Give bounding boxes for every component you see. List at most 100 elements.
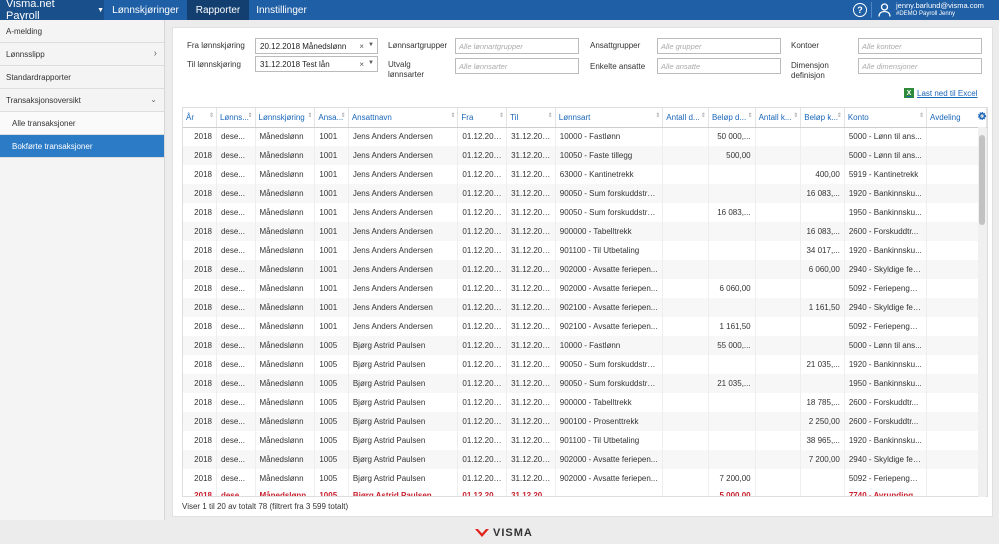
- dimensjon-input[interactable]: Alle dimensjoner: [858, 58, 982, 74]
- column-header-label: Beløp d...: [711, 112, 747, 122]
- column-header-lonnsart[interactable]: Lønnsart ⇕: [555, 108, 664, 128]
- table-row[interactable]: 2018 dese... Månedslønn 1001 Jens Anders And…: [183, 298, 987, 317]
- tab-lonnskjoringer[interactable]: Lønnskjøringer: [112, 4, 179, 16]
- visma-logo: VISMA: [474, 527, 533, 539]
- sidebar-item-standardrapporter[interactable]: Standardrapporter: [0, 66, 164, 89]
- table-row[interactable]: 2018 dese... Månedslønn 1001 Jens Anders And…: [183, 260, 987, 279]
- cell-fra: 01.12.2018: [457, 412, 508, 431]
- clear-icon[interactable]: ×: [359, 42, 364, 51]
- chevron-down-icon: ▼: [368, 60, 374, 66]
- cell-til: 31.12.2018: [506, 146, 556, 165]
- scrollbar-thumb[interactable]: [979, 135, 985, 225]
- column-header-lonnsperiode[interactable]: Lønns... ⇕: [216, 108, 256, 128]
- table-row[interactable]: 2018 dese... Månedslønn 1005 Bjørg Astrid Pa…: [183, 374, 987, 393]
- sidebar-item-bokforte-transaksjoner[interactable]: Bokførte transaksjoner: [0, 135, 164, 158]
- fra-lonnskjoring-select[interactable]: 20.12.2018 Månedslønn × ▼: [255, 38, 378, 54]
- sort-icon: ⇕: [307, 113, 313, 119]
- table-row[interactable]: 2018 dese... Månedslønn 1001 Jens Anders And…: [183, 184, 987, 203]
- cell-fra: 01.12.2018: [457, 336, 508, 355]
- column-header-label: Ansa...: [318, 112, 344, 122]
- vertical-scrollbar[interactable]: [978, 127, 986, 497]
- user-email[interactable]: jenny.barlund@visma.com: [896, 1, 984, 10]
- cell-lonnskjoring: Månedslønn: [255, 260, 316, 279]
- cell-ar: 2018: [183, 450, 217, 469]
- export-excel-link[interactable]: X Last ned til Excel: [904, 88, 977, 98]
- sidebar-item-a-melding[interactable]: A-melding: [0, 20, 164, 43]
- cell-konto: 1950 - Bankinnsku...: [844, 203, 928, 222]
- cell-belop-debet: 500,00: [708, 146, 756, 165]
- cell-ar: 2018: [183, 412, 217, 431]
- table-status: Viser 1 til 20 av totalt 78 (filtrert fr…: [182, 502, 349, 511]
- sidebar: A-melding Lønnsslipp › Standardrapporter …: [0, 20, 165, 520]
- visma-logo-mark: [475, 529, 489, 537]
- column-header-ansattnr[interactable]: Ansa... ⇕: [314, 108, 349, 128]
- app-switcher[interactable]: Visma.net Payroll ▼: [0, 0, 104, 22]
- cell-til: 31.12.2018: [506, 412, 556, 431]
- enkelte-ansatte-input[interactable]: Alle ansatte: [657, 58, 781, 74]
- column-header-antall-debet[interactable]: Antall d... ⇕: [662, 108, 709, 128]
- cell-fra: 01.12.2018: [457, 374, 508, 393]
- table-row[interactable]: 2018 dese... Månedslønn 1001 Jens Anders And…: [183, 222, 987, 241]
- tab-rapporter[interactable]: Rapporter: [187, 0, 249, 20]
- column-header-label: Til: [510, 112, 519, 122]
- cell-konto: 5000 - Lønn til ans...: [844, 146, 928, 165]
- table-row[interactable]: 2018 dese... Månedslønn 1001 Jens Anders And…: [183, 203, 987, 222]
- sidebar-item-alle-transaksjoner[interactable]: Alle transaksjoner: [0, 112, 164, 135]
- ansattgrupper-input[interactable]: Alle grupper: [657, 38, 781, 54]
- table-row[interactable]: 2018 dese... Månedslønn 1005 Bjørg Astrid Pa…: [183, 336, 987, 355]
- cell-lonnskjoring: Månedslønn: [255, 184, 316, 203]
- table-row[interactable]: 2018 dese... Månedslønn 1005 Bjørg Astrid Pa…: [183, 488, 987, 496]
- column-header-belop-debet[interactable]: Beløp d... ⇕: [708, 108, 756, 128]
- column-header-belop-kredit[interactable]: Beløp k... ⇕: [800, 108, 845, 128]
- tab-innstillinger[interactable]: Innstillinger: [256, 4, 307, 16]
- sidebar-item-transaksjonsoversikt[interactable]: Transaksjonsoversikt ⌄: [0, 89, 164, 112]
- table-row[interactable]: 2018 dese... Månedslønn 1005 Bjørg Astrid Pa…: [183, 393, 987, 412]
- cell-konto: 7740 - Avrundings...: [844, 488, 928, 496]
- cell-antall-debet: [662, 127, 709, 146]
- table-row[interactable]: 2018 dese... Månedslønn 1005 Bjørg Astrid Pa…: [183, 450, 987, 469]
- table-row[interactable]: 2018 dese... Månedslønn 1005 Bjørg Astrid Pa…: [183, 412, 987, 431]
- table-row[interactable]: 2018 dese... Månedslønn 1005 Bjørg Astrid Pa…: [183, 469, 987, 488]
- table-row[interactable]: 2018 dese... Månedslønn 1005 Bjørg Astrid Pa…: [183, 355, 987, 374]
- utvalg-lonnsarter-input[interactable]: Alle lønnsarter: [455, 58, 579, 74]
- column-header-fra[interactable]: Fra ⇕: [457, 108, 508, 128]
- column-header-konto[interactable]: Konto ⇕: [844, 108, 928, 128]
- cell-antall-debet: [662, 374, 709, 393]
- til-lonnskjoring-select[interactable]: 31.12.2018 Test lån × ▼: [255, 56, 378, 72]
- clear-icon[interactable]: ×: [359, 60, 364, 69]
- lonnsartgrupper-input[interactable]: Alle lønnartgrupper: [455, 38, 579, 54]
- cell-antall-debet: [662, 165, 709, 184]
- table-row[interactable]: 2018 dese... Månedslønn 1001 Jens Anders And…: [183, 146, 987, 165]
- table-row[interactable]: 2018 dese... Månedslønn 1005 Bjørg Astrid Pa…: [183, 431, 987, 450]
- column-header-antall-kredit[interactable]: Antall k... ⇕: [755, 108, 802, 128]
- cell-lonnskjoring: Månedslønn: [255, 469, 316, 488]
- help-icon[interactable]: ?: [853, 3, 867, 17]
- cell-antall-kredit: [755, 488, 802, 496]
- cell-lonnsperiode: dese...: [216, 260, 256, 279]
- column-header-ansattnavn[interactable]: Ansattnavn ⇕: [348, 108, 459, 128]
- cell-til: 31.12.2018: [506, 222, 556, 241]
- user-icon[interactable]: [878, 3, 891, 17]
- cell-belop-debet: [708, 241, 756, 260]
- cell-ar: 2018: [183, 260, 217, 279]
- column-header-avdeling[interactable]: Avdeling ⇕: [926, 108, 987, 128]
- kontoer-input[interactable]: Alle kontoer: [858, 38, 982, 54]
- table-row[interactable]: 2018 dese... Månedslønn 1001 Jens Anders And…: [183, 127, 987, 146]
- column-header-til[interactable]: Til ⇕: [506, 108, 556, 128]
- table-row[interactable]: 2018 dese... Månedslønn 1001 Jens Anders And…: [183, 279, 987, 298]
- column-header-lonnskjoring[interactable]: Lønnskjøring ⇕: [255, 108, 316, 128]
- sidebar-item-lonnsslipp[interactable]: Lønnsslipp ›: [0, 43, 164, 66]
- table-row[interactable]: 2018 dese... Månedslønn 1001 Jens Anders And…: [183, 317, 987, 336]
- cell-lonnskjoring: Månedslønn: [255, 336, 316, 355]
- cell-avdeling: [926, 412, 987, 431]
- chevron-down-icon: ▼: [368, 42, 374, 48]
- column-header-label: Beløp k...: [804, 112, 839, 122]
- column-header-ar[interactable]: År ⇕: [183, 108, 217, 128]
- sort-icon: ⇕: [793, 113, 799, 119]
- gear-icon[interactable]: [978, 112, 986, 120]
- cell-lonnsperiode: dese...: [216, 488, 256, 496]
- table-row[interactable]: 2018 dese... Månedslønn 1001 Jens Anders And…: [183, 165, 987, 184]
- cell-fra: 01.12.2018: [457, 355, 508, 374]
- cell-antall-kredit: [755, 127, 802, 146]
- table-row[interactable]: 2018 dese... Månedslønn 1001 Jens Anders And…: [183, 241, 987, 260]
